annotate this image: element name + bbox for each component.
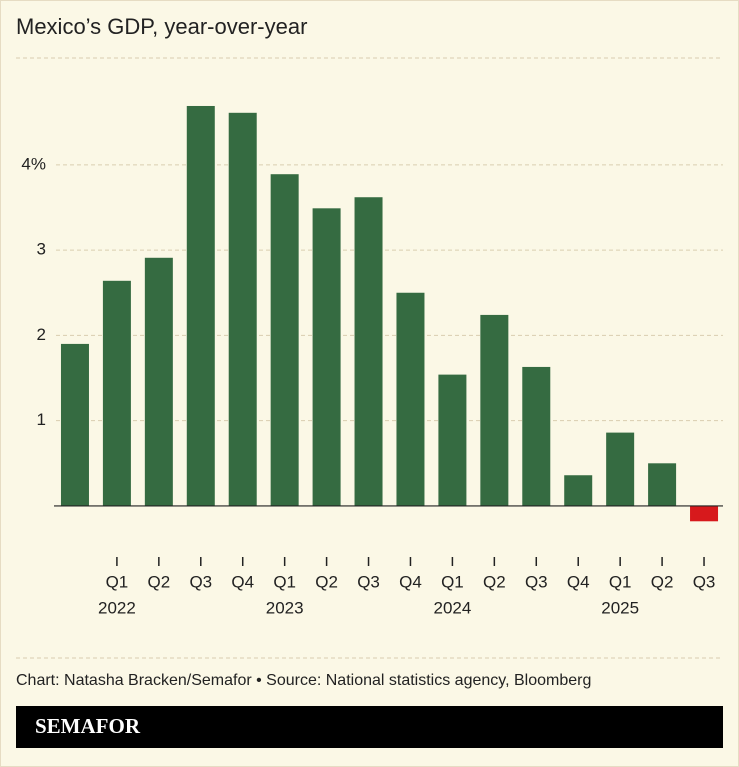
- bar: [522, 366, 551, 506]
- brand-bar: [16, 706, 723, 748]
- x-tick-label: Q2: [483, 572, 506, 591]
- x-tick-label: Q4: [399, 572, 422, 591]
- x-tick-label: Q2: [315, 572, 338, 591]
- bar: [60, 343, 89, 506]
- x-tick-label: Q3: [693, 572, 716, 591]
- x-tick-label: Q1: [441, 572, 464, 591]
- bar: [354, 197, 383, 506]
- x-tick-label: Q4: [231, 572, 254, 591]
- bar: [144, 257, 173, 506]
- x-tick-label: Q4: [567, 572, 590, 591]
- y-tick-label: 1: [37, 410, 46, 429]
- bar: [186, 105, 215, 506]
- source-note: Chart: Natasha Bracken/Semafor • Source:…: [16, 672, 591, 689]
- x-tick-label: Q3: [357, 572, 380, 591]
- bar: [270, 174, 299, 506]
- x-year-label: 2023: [266, 598, 304, 617]
- y-tick-label: 4%: [21, 154, 46, 173]
- bar: [606, 432, 635, 506]
- bar: [480, 314, 509, 506]
- bar: [102, 280, 131, 506]
- x-year-label: 2025: [601, 598, 639, 617]
- x-tick-label: Q2: [148, 572, 171, 591]
- x-year-label: 2022: [98, 598, 136, 617]
- bar: [396, 292, 425, 506]
- brand: SEMAFOR: [35, 714, 141, 738]
- bar: [228, 112, 257, 506]
- bar: [648, 463, 677, 506]
- chart-title: Mexico’s GDP, year-over-year: [16, 14, 307, 39]
- x-tick-label: Q1: [609, 572, 632, 591]
- bar: [312, 208, 341, 506]
- bar: [690, 505, 719, 522]
- x-year-label: 2024: [433, 598, 471, 617]
- bar: [564, 475, 593, 506]
- y-tick-label: 2: [37, 325, 46, 344]
- x-tick-label: Q1: [106, 572, 129, 591]
- x-tick-label: Q1: [273, 572, 296, 591]
- x-tick-label: Q3: [525, 572, 548, 591]
- bar: [438, 374, 467, 506]
- y-tick-label: 3: [37, 240, 46, 259]
- x-tick-label: Q2: [651, 572, 674, 591]
- x-tick-label: Q3: [189, 572, 212, 591]
